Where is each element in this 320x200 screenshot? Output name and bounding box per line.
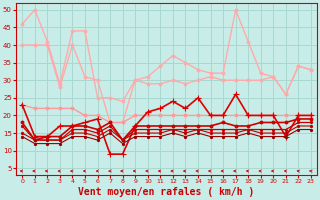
X-axis label: Vent moyen/en rafales ( km/h ): Vent moyen/en rafales ( km/h ): [78, 187, 255, 197]
